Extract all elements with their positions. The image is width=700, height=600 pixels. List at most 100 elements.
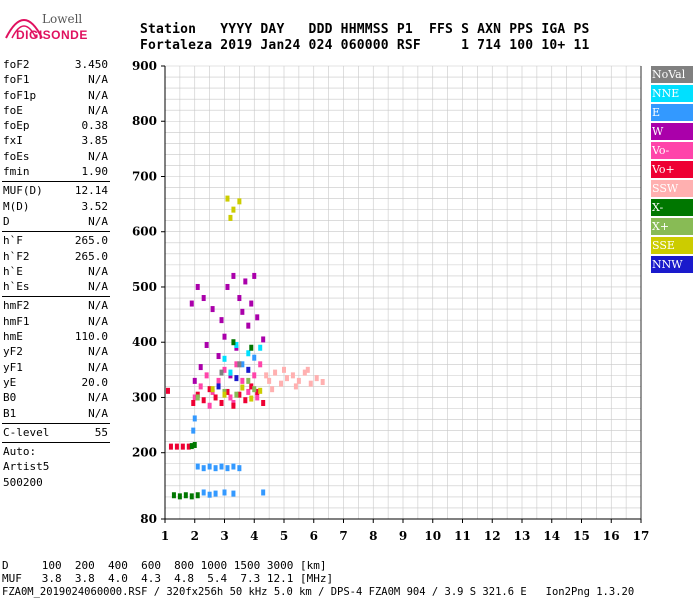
param-value: N/A xyxy=(88,103,108,117)
param-name: foEp xyxy=(3,119,30,133)
param-separator xyxy=(2,181,110,183)
x-tick-label: 1 xyxy=(161,529,169,543)
param-value: 110.0 xyxy=(74,330,108,344)
x-tick-label: 17 xyxy=(633,529,650,543)
point-ssw xyxy=(267,377,272,384)
point-x xyxy=(195,492,200,499)
point-vo xyxy=(201,397,206,404)
point-e xyxy=(261,489,266,496)
param-row-hes: h`Es N/A xyxy=(0,280,112,295)
point-x xyxy=(252,386,257,393)
point-e xyxy=(195,463,200,470)
param-row-fof1: foF1 N/A xyxy=(0,73,112,88)
point-vo xyxy=(192,394,197,401)
legend-item-x: X+ xyxy=(651,218,693,235)
param-row-hmf1: hmF1 N/A xyxy=(0,315,112,330)
point-vo xyxy=(168,443,173,450)
param-name: M(D) xyxy=(3,199,30,213)
point-ssw xyxy=(264,372,269,379)
point-nnw xyxy=(246,366,251,373)
ionospheric-parameters-panel: foF2 3.450 foF1 N/A foF1p N/A foE N/A foEp 0.38 fx… xyxy=(0,58,112,491)
param-row-hf: h`F 265.0 xyxy=(0,234,112,249)
y-tick-label: 300 xyxy=(132,390,157,404)
point-vo xyxy=(207,402,212,409)
header-labels: Station YYYY DAY DDD HHMMSS P1 FFS S AXN… xyxy=(140,22,590,37)
point-e xyxy=(201,489,206,496)
legend-item-vo: Vo+ xyxy=(651,161,693,178)
param-value: N/A xyxy=(88,88,108,102)
point-vo xyxy=(243,397,248,404)
param-separator xyxy=(2,442,110,444)
point-ssw xyxy=(279,380,284,387)
param-name: yF1 xyxy=(3,360,23,374)
header-values: Fortaleza 2019 Jan24 024 060000 RSF 1 71… xyxy=(140,38,590,53)
param-separator xyxy=(2,296,110,298)
param-row-fxi: fxI 3.85 xyxy=(0,134,112,149)
param-name: D xyxy=(3,214,10,228)
point-e xyxy=(207,463,212,470)
param-row-b1: B1 N/A xyxy=(0,407,112,422)
param-auto-label: Auto: xyxy=(3,445,37,459)
x-tick-label: 2 xyxy=(191,529,199,543)
point-x xyxy=(189,493,194,500)
x-tick-label: 4 xyxy=(250,529,258,543)
point-vo xyxy=(255,394,260,401)
y-tick-label: 80 xyxy=(140,512,157,526)
point-sse xyxy=(228,214,233,221)
file-info-row: FZA0M_2019024060000.RSF / 320fx256h 50 k… xyxy=(2,586,635,598)
param-name: foEs xyxy=(3,149,30,163)
point-vo xyxy=(249,383,254,390)
x-tick-label: 14 xyxy=(543,529,560,543)
point-ssw xyxy=(293,383,298,390)
logo-digisonde-text: DIGISONDE xyxy=(16,28,88,42)
param-row-clevel: C-level 55 xyxy=(0,426,112,441)
point-nnw xyxy=(234,375,239,382)
point-ssw xyxy=(314,375,319,382)
point-e xyxy=(225,465,230,472)
param-name: MUF(D) xyxy=(3,184,43,198)
point-w xyxy=(189,300,194,307)
point-ssw xyxy=(302,369,307,376)
point-w xyxy=(240,308,245,315)
point-w xyxy=(237,295,242,302)
param-row-ye: yE 20.0 xyxy=(0,376,112,391)
point-sse xyxy=(225,195,230,202)
point-w xyxy=(246,322,251,329)
point-vo xyxy=(165,387,170,394)
point-e xyxy=(222,489,227,496)
point-vo xyxy=(231,402,236,409)
point-ssw xyxy=(273,369,278,376)
point-ssw xyxy=(290,372,295,379)
point-ssw xyxy=(284,375,289,382)
point-sse xyxy=(240,384,245,391)
point-vo xyxy=(219,399,224,406)
param-name: h`F2 xyxy=(3,249,30,263)
param-value: 3.85 xyxy=(81,134,109,148)
param-row-foes: foEs N/A xyxy=(0,150,112,165)
point-ssw xyxy=(305,366,310,373)
param-value: N/A xyxy=(88,73,108,87)
param-row-hmf2: hmF2 N/A xyxy=(0,299,112,314)
point-e xyxy=(231,463,236,470)
point-nnw xyxy=(216,383,221,390)
legend-item-vo: Vo- xyxy=(651,142,693,159)
param-name: yF2 xyxy=(3,345,23,359)
x-tick-label: 12 xyxy=(484,529,501,543)
param-row-foe: foE N/A xyxy=(0,104,112,119)
point-vo xyxy=(207,386,212,393)
param-value: 0.38 xyxy=(81,119,109,133)
point-w xyxy=(249,300,254,307)
param-value: 12.14 xyxy=(74,184,108,198)
point-w xyxy=(201,295,206,302)
point-ssw xyxy=(282,366,286,373)
point-vo xyxy=(261,399,266,406)
param-row-fof2: foF2 3.450 xyxy=(0,58,112,73)
param-separator xyxy=(2,422,110,424)
point-w xyxy=(243,278,248,285)
logo-lowell-text: Lowell xyxy=(42,12,83,26)
point-x xyxy=(171,492,176,499)
param-name: h`E xyxy=(3,264,23,278)
param-value: N/A xyxy=(88,314,108,328)
param-value: 3.450 xyxy=(74,58,108,71)
y-tick-label: 200 xyxy=(132,446,157,460)
